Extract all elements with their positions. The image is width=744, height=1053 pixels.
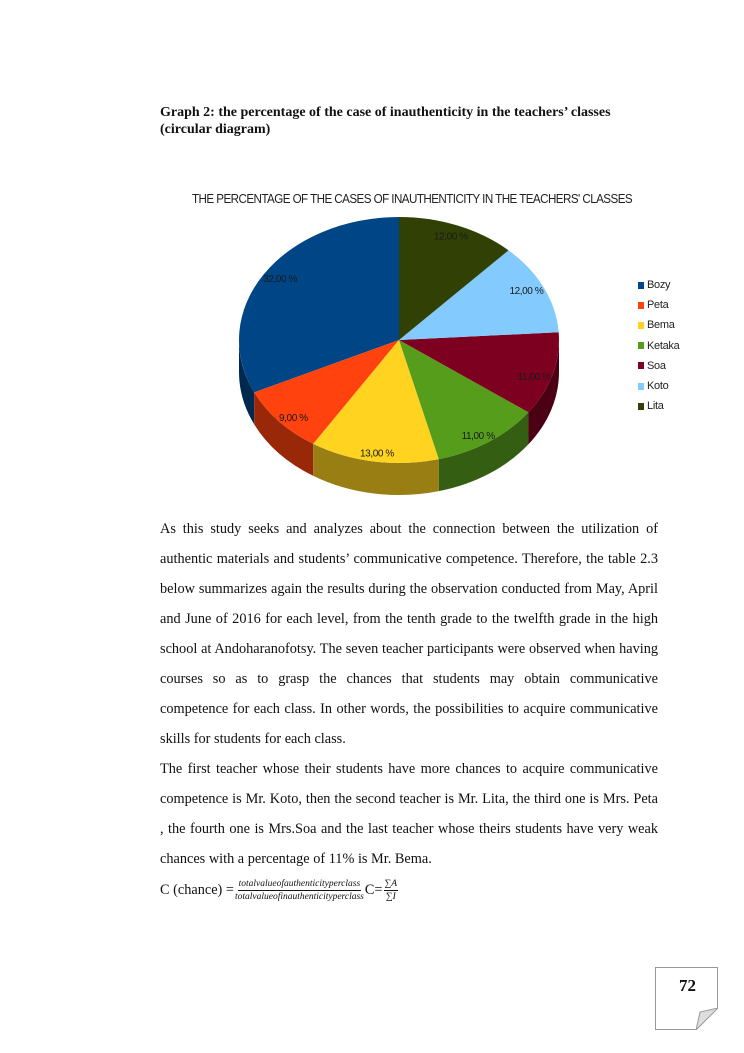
pie-side-bozy [239, 340, 255, 425]
legend-swatch [638, 321, 644, 329]
denominator-sum: ∑I [385, 892, 396, 902]
pie-chart: 32,00 % 9,00 % 13,00 % 11,00 % 11,00 % 12,00 … [239, 217, 559, 495]
pie-slice-bozy [239, 217, 399, 393]
paragraph: The first teacher whose their students h… [160, 761, 658, 867]
legend-item: Peta [638, 295, 679, 315]
chart-title: THE PERCENTAGE OF THE CASES OF INAUTHENT… [192, 192, 633, 206]
data-label: 32,00 % [263, 274, 297, 285]
pie-slice-soa [399, 332, 559, 413]
legend-item: Soa [638, 356, 679, 376]
pie-slice-lita [399, 217, 509, 340]
folded-corner-icon [696, 1008, 718, 1030]
data-label: 12,00 % [509, 286, 543, 297]
legend-swatch [638, 382, 644, 390]
pie-slice-peta [254, 340, 399, 444]
pie-slice-ketaka [399, 340, 529, 460]
pie-side-bema [313, 443, 439, 495]
legend-swatch [638, 362, 644, 370]
legend-label: Ketaka [647, 339, 680, 352]
formula-rhs: C= [364, 882, 383, 898]
pie-side-peta [254, 392, 314, 476]
data-label: 9,00 % [279, 413, 308, 424]
pie-slice-koto [399, 250, 559, 340]
numerator: totalvalueofauthenticityperclass [237, 879, 362, 891]
body-text: As this study seeks and analyzes about t… [160, 514, 658, 903]
data-label: 11,00 % [462, 431, 496, 442]
legend-label: Koto [647, 380, 669, 393]
legend-label: Bema [647, 319, 675, 332]
legend-swatch [638, 301, 644, 309]
graph-caption: Graph 2: the percentage of the case of i… [160, 105, 611, 137]
data-label: 12,00 % [434, 231, 468, 242]
chart-legend: Bozy Peta Bema Ketaka Soa Koto Lita [638, 275, 680, 416]
numerator-sum: ∑A [383, 879, 399, 891]
legend-label: Soa [647, 359, 666, 372]
page-number: 72 [679, 976, 696, 995]
legend-item: Lita [638, 396, 679, 416]
fraction-sum: ∑A ∑I [383, 878, 399, 903]
legend-swatch [638, 402, 644, 410]
page-number-box: 72 [655, 967, 718, 1030]
formula-lhs: C (chance) = [160, 882, 234, 898]
pie-side-ketaka [438, 412, 529, 492]
pie-slice-bema [313, 340, 439, 463]
fraction: totalvalueofauthenticityperclass totalva… [235, 878, 364, 903]
legend-item: Koto [638, 376, 679, 396]
pie-side-soa [528, 340, 559, 445]
legend-item: Bema [638, 315, 679, 335]
denominator: totalvalueofinauthenticityperclass [234, 892, 364, 902]
legend-swatch [638, 342, 644, 350]
legend-item: Ketaka [638, 336, 680, 356]
chance-formula: C (chance) = totalvalueofauthenticityper… [160, 878, 658, 903]
legend-label: Peta [647, 299, 669, 312]
data-label: 11,00 % [518, 372, 552, 383]
legend-label: Lita [647, 400, 664, 413]
data-label: 13,00 % [360, 449, 394, 460]
paragraph: As this study seeks and analyzes about t… [160, 521, 658, 747]
legend-swatch [638, 281, 644, 289]
legend-label: Bozy [647, 279, 671, 292]
legend-item: Bozy [638, 275, 679, 295]
